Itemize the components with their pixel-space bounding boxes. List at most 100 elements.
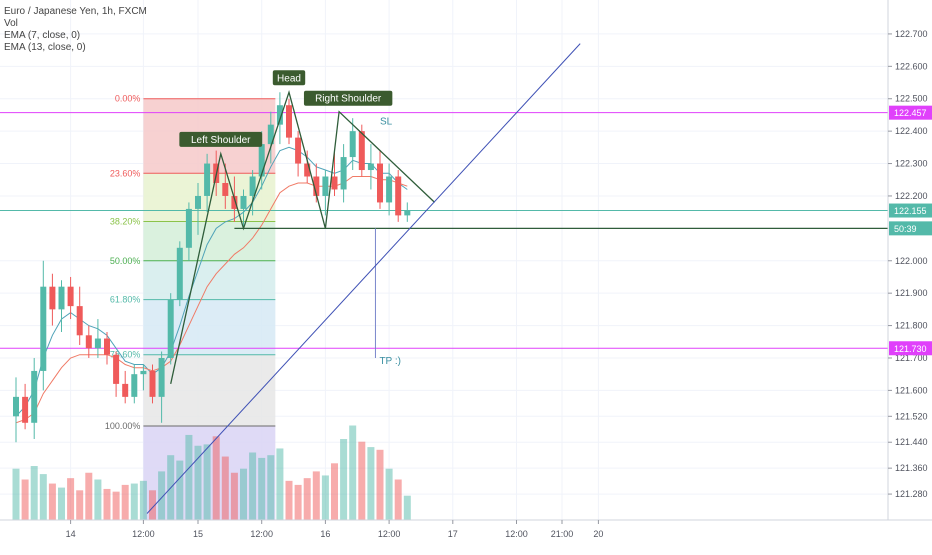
fib-level-label: 100.00% xyxy=(105,421,141,431)
time-tick-label: 17 xyxy=(448,529,458,539)
candle-body xyxy=(149,370,156,397)
price-tick-label: 121.360 xyxy=(895,463,928,473)
volume-bar xyxy=(76,490,84,520)
price-tick-label: 122.500 xyxy=(895,94,928,104)
time-tick-label: 15 xyxy=(193,529,203,539)
candle-body xyxy=(404,210,411,216)
candle-body xyxy=(313,176,320,196)
right-shoulder-label-box xyxy=(303,90,393,106)
candle-body xyxy=(67,286,74,307)
volume-bar xyxy=(67,478,75,520)
pattern-outline[interactable] xyxy=(170,90,436,385)
price-tick-label: 121.440 xyxy=(895,437,928,447)
candle-body xyxy=(267,124,274,145)
candle-body xyxy=(222,182,229,196)
left-shoulder-label[interactable]: Left Shoulder xyxy=(191,135,251,146)
volume-bar xyxy=(258,457,266,520)
price-axis[interactable]: 122.700 122.600 122.500 122.400 122.300 122.2… xyxy=(887,0,932,550)
volume-bar xyxy=(331,463,338,520)
volume-bar xyxy=(385,468,393,520)
price-badge[interactable] xyxy=(889,221,932,236)
volume-bar xyxy=(58,487,65,520)
price-tick-label: 121.280 xyxy=(895,489,928,499)
candle-body xyxy=(240,195,247,209)
candle-body xyxy=(31,370,38,423)
price-tick-label: 122.000 xyxy=(895,256,928,266)
right-shoulder-label[interactable]: Right Shoulder xyxy=(315,94,382,105)
tp-label[interactable]: TP :) xyxy=(379,356,400,367)
price-tick-label: 121.800 xyxy=(895,321,928,331)
volume-bar xyxy=(48,483,56,520)
fib-zone xyxy=(143,260,276,300)
volume-bar xyxy=(358,441,366,520)
volume-bar xyxy=(230,472,238,520)
candle-body xyxy=(367,163,374,171)
candle-body xyxy=(258,144,265,177)
volume-bar xyxy=(276,448,284,520)
candle-body xyxy=(185,208,192,248)
candle-body xyxy=(104,338,110,355)
candle-body xyxy=(22,396,29,423)
trendline[interactable] xyxy=(146,43,581,514)
volume-bar xyxy=(94,479,102,520)
time-axis-background xyxy=(0,520,932,550)
head-label[interactable]: Head xyxy=(277,73,301,84)
volume-bar xyxy=(103,488,111,520)
volume-bar xyxy=(403,495,411,520)
volume-bar xyxy=(203,444,211,520)
candle-body xyxy=(386,176,393,203)
price-tick-label: 121.600 xyxy=(895,385,928,395)
fib-level-label: 78.60% xyxy=(110,350,141,360)
volume-bar xyxy=(39,474,47,520)
fib-zone xyxy=(143,299,276,355)
head-label-box xyxy=(272,70,306,86)
volume-bar xyxy=(267,455,275,520)
volume-bar xyxy=(130,483,138,520)
candle-body xyxy=(13,396,19,417)
candle-body xyxy=(286,105,292,138)
candle-body xyxy=(276,105,283,125)
ema-fast-label[interactable]: EMA (7, close, 0) xyxy=(4,30,81,41)
price-tick-label: 122.300 xyxy=(895,159,928,169)
candle-body xyxy=(358,131,365,171)
volume-bar xyxy=(312,471,320,520)
symbol-title[interactable]: Euro / Japanese Yen, 1h, FXCM xyxy=(4,6,147,17)
horizontal-lines[interactable] xyxy=(0,112,888,349)
price-tick-label: 122.400 xyxy=(895,126,928,136)
candle-body xyxy=(395,176,402,216)
volume-bar xyxy=(340,439,348,520)
candle-body xyxy=(122,383,129,397)
candle-body xyxy=(349,131,356,158)
head-and-shoulders-pattern[interactable]: Left Shoulder Head Right Shoulder SL TP :) xyxy=(170,70,888,385)
candle-body xyxy=(322,176,329,196)
fib-zone xyxy=(143,354,276,427)
time-tick-label: 12:00 xyxy=(378,529,401,539)
candle-body xyxy=(195,195,201,209)
volume-bar xyxy=(149,490,156,520)
time-tick-label: 16 xyxy=(320,529,330,539)
candle-body xyxy=(231,195,238,209)
volume-bar xyxy=(30,466,38,520)
candle-body xyxy=(140,370,147,375)
candle-body xyxy=(49,286,56,310)
volume-indicator-label[interactable]: Vol xyxy=(4,18,18,29)
ema-slow-label[interactable]: EMA (13, close, 0) xyxy=(4,42,86,53)
volume-bar xyxy=(394,479,402,520)
volume-bar xyxy=(349,425,357,520)
price-badge[interactable] xyxy=(889,105,932,120)
candle-body xyxy=(76,306,83,336)
price-tick-label: 122.600 xyxy=(895,61,928,71)
price-badge[interactable] xyxy=(889,341,932,356)
chart-legend: Euro / Japanese Yen, 1h, FXCM Vol EMA (7… xyxy=(4,6,147,54)
fib-level-label: 50.00% xyxy=(110,256,141,266)
candle-body xyxy=(204,163,211,196)
volume-bar xyxy=(21,479,29,520)
price-tick-label: 122.700 xyxy=(895,29,928,39)
ascending-trendline[interactable] xyxy=(146,43,581,514)
sl-label[interactable]: SL xyxy=(380,117,393,128)
volume-bar xyxy=(112,491,120,520)
price-badge[interactable] xyxy=(889,203,932,218)
time-axis[interactable]: 14 12:00 15 12:00 16 12:00 17 12:00 21:00 20 xyxy=(0,519,932,550)
